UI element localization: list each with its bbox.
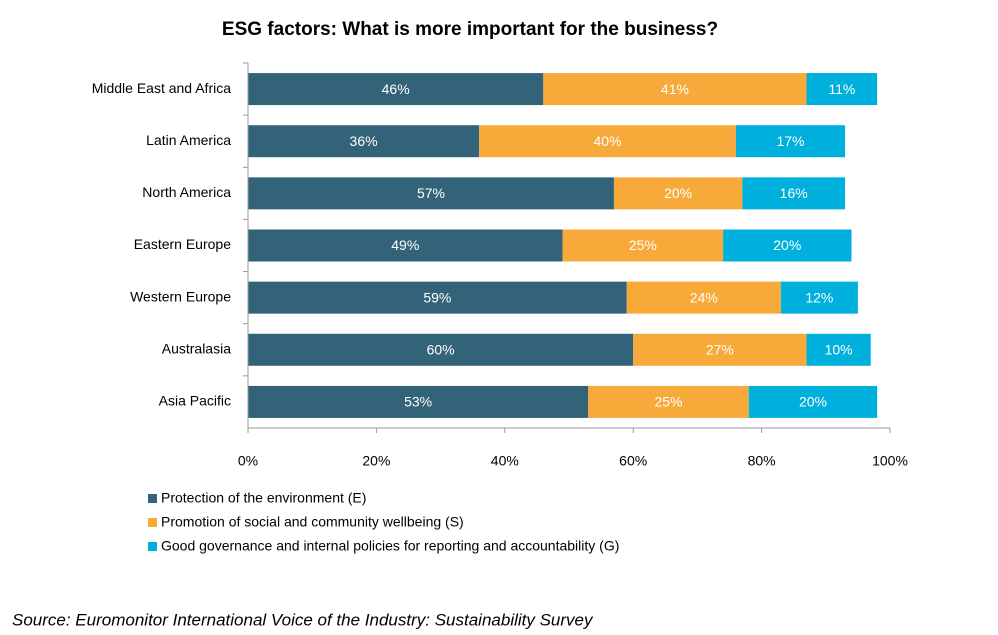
- legend-label: Promotion of social and community wellbe…: [161, 514, 464, 530]
- legend-swatch: [148, 518, 157, 527]
- value-label: 24%: [690, 289, 718, 305]
- value-label: 25%: [629, 237, 657, 253]
- y-tick-label: Eastern Europe: [134, 236, 231, 252]
- bar-segment: [806, 73, 878, 106]
- value-label: 10%: [825, 341, 853, 357]
- bar-segment: [780, 281, 858, 314]
- value-label: 27%: [706, 341, 734, 357]
- value-label: 53%: [404, 394, 432, 410]
- bar-segment: [248, 333, 634, 366]
- value-label: 20%: [799, 394, 827, 410]
- value-label: 20%: [773, 237, 801, 253]
- y-tick-label: Australasia: [162, 340, 231, 356]
- value-label: 11%: [828, 81, 855, 97]
- value-label: 59%: [423, 289, 451, 305]
- x-tick-label: 40%: [491, 453, 519, 469]
- bar-segment: [248, 281, 627, 314]
- value-label: 20%: [664, 185, 692, 201]
- value-label: 36%: [350, 133, 378, 149]
- value-label: 12%: [805, 289, 833, 305]
- value-label: 46%: [382, 81, 410, 97]
- value-label: 60%: [427, 341, 455, 357]
- bar-segment: [633, 333, 807, 366]
- x-tick-label: 20%: [362, 453, 390, 469]
- bar-segment: [248, 125, 480, 158]
- chart-title: ESG factors: What is more important for …: [222, 19, 718, 40]
- x-tick-label: 0%: [238, 453, 258, 469]
- y-tick-label: Middle East and Africa: [92, 80, 232, 96]
- y-tick-label: Asia Pacific: [159, 393, 231, 409]
- bar-segment: [806, 333, 871, 366]
- bar-segment: [735, 125, 846, 158]
- value-label: 49%: [391, 237, 419, 253]
- value-label: 25%: [654, 394, 682, 410]
- value-label: 17%: [776, 133, 804, 149]
- bar-segment: [248, 229, 563, 262]
- bar-segment: [626, 281, 781, 314]
- legend-swatch: [148, 542, 157, 551]
- bar-segment: [742, 177, 846, 210]
- y-tick-label: North America: [142, 184, 231, 200]
- bar-segment: [479, 125, 736, 158]
- bar-segment: [723, 229, 852, 262]
- x-tick-label: 100%: [872, 453, 908, 469]
- value-label: 57%: [417, 185, 445, 201]
- bar-segment: [748, 385, 878, 418]
- value-label: 16%: [780, 185, 808, 201]
- source-note: Source: Euromonitor International Voice …: [12, 610, 594, 629]
- bar-segment: [248, 385, 589, 418]
- y-tick-label: Latin America: [146, 132, 231, 148]
- x-tick-label: 80%: [748, 453, 776, 469]
- bar-segment: [588, 385, 749, 418]
- legend-label: Good governance and internal policies fo…: [161, 538, 619, 554]
- bar-segment: [248, 177, 614, 210]
- x-tick-label: 60%: [619, 453, 647, 469]
- bar-segment: [562, 229, 724, 262]
- bar-segment: [613, 177, 743, 210]
- bar-segment: [248, 73, 544, 106]
- legend-label: Protection of the environment (E): [161, 490, 366, 506]
- legend-swatch: [148, 494, 157, 503]
- value-label: 40%: [594, 133, 622, 149]
- bar-segment: [543, 73, 807, 106]
- value-label: 41%: [661, 81, 689, 97]
- y-tick-label: Western Europe: [130, 288, 231, 304]
